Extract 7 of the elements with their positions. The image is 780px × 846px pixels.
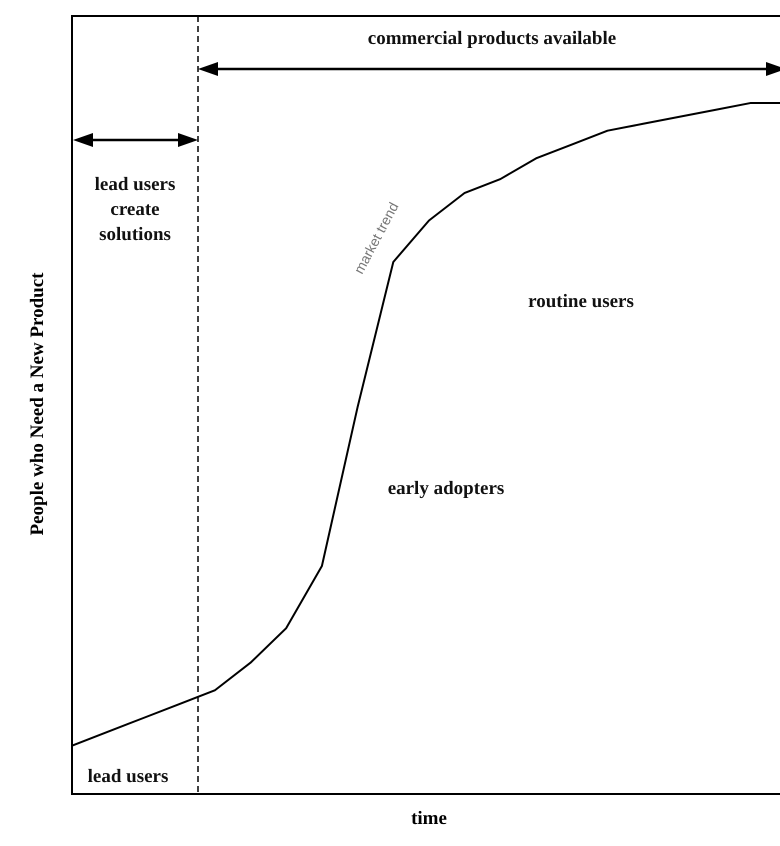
annotation: routine users: [527, 290, 635, 314]
annotation: lead users: [86, 765, 170, 789]
text: commercial products available: [366, 27, 618, 51]
annotation: lead users create solutions: [94, 173, 176, 247]
x-axis-title: time: [410, 808, 448, 830]
y-axis-title: People who Need a New Product: [27, 272, 49, 538]
annotation: early adopters: [386, 477, 506, 501]
